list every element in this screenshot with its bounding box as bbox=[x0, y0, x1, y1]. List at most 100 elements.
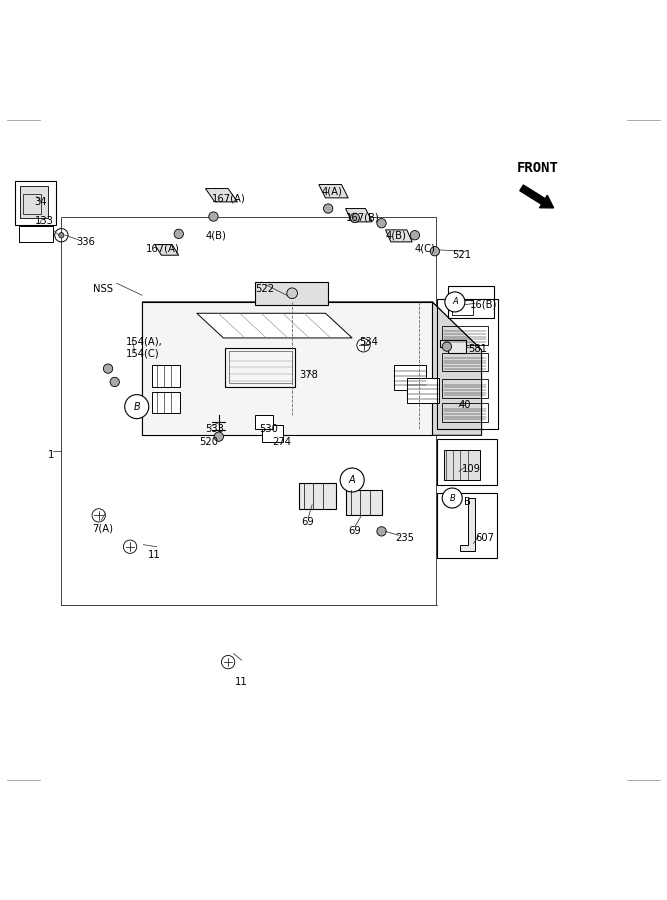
Text: 607: 607 bbox=[475, 533, 494, 543]
Text: 133: 133 bbox=[35, 216, 53, 226]
Polygon shape bbox=[155, 245, 179, 256]
Polygon shape bbox=[319, 184, 348, 198]
Polygon shape bbox=[255, 282, 328, 304]
Bar bbox=[442, 379, 488, 398]
Text: 581: 581 bbox=[468, 344, 487, 354]
Circle shape bbox=[103, 364, 113, 374]
Circle shape bbox=[340, 468, 364, 492]
Circle shape bbox=[92, 508, 105, 522]
Text: A: A bbox=[452, 297, 458, 306]
Text: 154(C): 154(C) bbox=[125, 348, 159, 358]
Bar bbox=[15, 181, 56, 225]
Text: 4(C): 4(C) bbox=[415, 244, 436, 254]
Text: 167(B): 167(B) bbox=[346, 213, 380, 223]
Text: 274: 274 bbox=[272, 437, 291, 447]
Bar bbox=[225, 348, 295, 387]
Bar bbox=[61, 217, 436, 605]
Bar bbox=[407, 378, 439, 403]
Bar bbox=[23, 194, 41, 214]
Bar bbox=[152, 365, 180, 387]
Circle shape bbox=[209, 212, 218, 221]
Text: 69: 69 bbox=[348, 526, 361, 536]
Text: 520: 520 bbox=[199, 437, 217, 447]
Polygon shape bbox=[197, 313, 352, 338]
Polygon shape bbox=[460, 498, 475, 552]
Text: 533: 533 bbox=[205, 424, 224, 434]
Circle shape bbox=[377, 526, 386, 536]
Circle shape bbox=[125, 394, 149, 418]
Text: B: B bbox=[133, 401, 140, 411]
Bar bbox=[442, 326, 488, 345]
Polygon shape bbox=[386, 230, 412, 242]
Bar bbox=[19, 226, 53, 242]
Text: 40: 40 bbox=[459, 400, 472, 410]
Text: 378: 378 bbox=[299, 370, 317, 381]
Bar bbox=[452, 300, 473, 315]
Polygon shape bbox=[346, 209, 372, 222]
Polygon shape bbox=[142, 302, 482, 350]
Text: 167(A): 167(A) bbox=[212, 194, 246, 203]
Text: 336: 336 bbox=[77, 237, 95, 247]
Circle shape bbox=[59, 232, 64, 238]
Bar bbox=[437, 299, 498, 428]
Polygon shape bbox=[205, 188, 237, 202]
Bar bbox=[437, 492, 497, 558]
Bar bbox=[229, 351, 292, 383]
Circle shape bbox=[442, 342, 452, 351]
Circle shape bbox=[110, 377, 119, 387]
Bar bbox=[442, 403, 488, 422]
Circle shape bbox=[221, 655, 235, 669]
Text: FRONT: FRONT bbox=[517, 161, 559, 176]
Polygon shape bbox=[142, 302, 191, 436]
Text: 4(A): 4(A) bbox=[321, 186, 342, 196]
Circle shape bbox=[430, 247, 440, 256]
Circle shape bbox=[442, 488, 462, 508]
FancyArrow shape bbox=[520, 185, 554, 208]
Text: 521: 521 bbox=[452, 250, 472, 260]
Polygon shape bbox=[440, 340, 466, 354]
Text: A: A bbox=[349, 475, 356, 485]
Bar bbox=[448, 286, 494, 318]
Text: 530: 530 bbox=[259, 424, 277, 434]
Text: 34: 34 bbox=[35, 197, 47, 207]
Text: 109: 109 bbox=[462, 464, 480, 473]
Text: 4(B): 4(B) bbox=[386, 230, 406, 240]
Bar bbox=[437, 439, 497, 485]
Text: B: B bbox=[450, 493, 455, 502]
Text: 534: 534 bbox=[359, 337, 378, 347]
Bar bbox=[346, 490, 382, 516]
Text: 16(B): 16(B) bbox=[470, 300, 498, 310]
Polygon shape bbox=[432, 302, 482, 436]
Circle shape bbox=[410, 230, 420, 240]
Text: 522: 522 bbox=[255, 284, 274, 293]
Bar bbox=[444, 450, 480, 480]
Circle shape bbox=[377, 219, 386, 228]
Text: 7(A): 7(A) bbox=[92, 524, 113, 534]
Text: B: B bbox=[464, 497, 470, 507]
Text: 235: 235 bbox=[395, 533, 414, 543]
Circle shape bbox=[214, 432, 223, 441]
Bar bbox=[442, 353, 488, 372]
Bar bbox=[394, 364, 426, 390]
Bar bbox=[152, 392, 180, 413]
Circle shape bbox=[350, 213, 360, 222]
Bar bbox=[262, 425, 283, 442]
Circle shape bbox=[174, 230, 183, 238]
Text: NSS: NSS bbox=[93, 284, 113, 293]
Circle shape bbox=[123, 540, 137, 554]
Circle shape bbox=[287, 288, 297, 299]
Text: 4(B): 4(B) bbox=[205, 230, 226, 240]
Bar bbox=[20, 186, 48, 218]
Text: 11: 11 bbox=[235, 677, 247, 687]
Text: 69: 69 bbox=[301, 517, 314, 527]
Circle shape bbox=[357, 338, 370, 352]
Circle shape bbox=[445, 292, 465, 312]
Bar bbox=[255, 415, 273, 428]
Text: 154(A),: 154(A), bbox=[125, 337, 162, 347]
Polygon shape bbox=[142, 302, 432, 436]
Bar bbox=[299, 483, 336, 508]
Text: 167(A): 167(A) bbox=[145, 244, 179, 254]
Text: 1: 1 bbox=[48, 450, 55, 460]
Circle shape bbox=[323, 204, 333, 213]
Text: 11: 11 bbox=[148, 551, 161, 561]
